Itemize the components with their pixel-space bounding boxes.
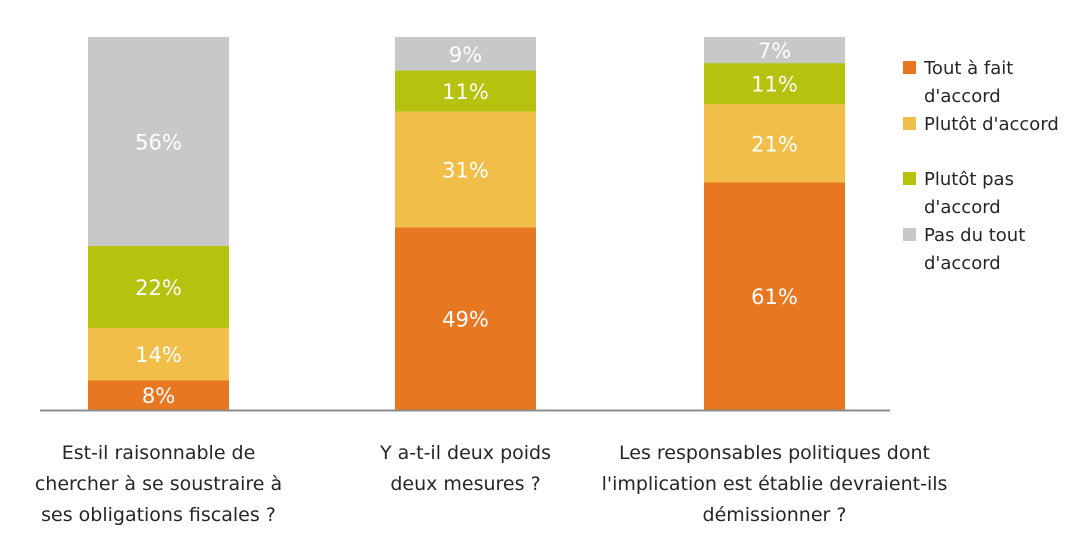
- legend-swatch-1: [903, 61, 916, 74]
- legend-swatch-2: [903, 117, 916, 130]
- legend-label-1: Tout à fait d'accord: [923, 58, 1013, 107]
- data-label-2-1: 49%: [442, 308, 489, 332]
- bar-segment-2-4: [395, 37, 536, 71]
- bar-stack-2: 49% 31% 11% 9%: [395, 37, 536, 410]
- bar-segment-3-3: [704, 63, 845, 105]
- bar-segment-3-2: [704, 104, 845, 183]
- data-label-1-3: 22%: [135, 276, 182, 300]
- legend-label-2: Plutôt d'accord: [924, 114, 1059, 135]
- category-label-1: Est-il raisonnable de chercher à se soust…: [35, 442, 282, 526]
- legend-label-4: Pas du tout d'accord: [924, 225, 1025, 274]
- legend-item-1: Tout à fait d'accord: [903, 58, 1013, 107]
- data-label-3-3: 11%: [751, 73, 798, 97]
- data-label-2-3: 11%: [442, 80, 489, 104]
- bar-segment-1-4: [88, 37, 229, 246]
- bar-segment-3-1: [704, 182, 845, 410]
- data-label-3-4: 7%: [758, 39, 791, 63]
- legend-label-3: Plutôt pas d'accord: [924, 169, 1014, 218]
- bar-segment-2-3: [395, 70, 536, 112]
- data-label-2-4: 9%: [449, 43, 482, 67]
- data-label-1-1: 8%: [142, 384, 175, 408]
- bar-segment-3-4: [704, 37, 845, 64]
- bar-segment-1-3: [88, 245, 229, 328]
- bar-segment-2-2: [395, 111, 536, 228]
- bar-segment-1-1: [88, 380, 229, 410]
- legend-item-3: Plutôt pas d'accord: [903, 169, 1014, 218]
- legend-item-4: Pas du tout d'accord: [903, 225, 1025, 274]
- data-label-3-2: 21%: [751, 132, 798, 156]
- legend-item-2: Plutôt d'accord: [903, 114, 1059, 135]
- category-label-3: Les responsables politiques dont l'implic…: [602, 442, 948, 526]
- bar-stack-3: 61% 21% 11% 7%: [704, 37, 845, 410]
- category-label-2: Y a-t-il deux poids deux mesures ?: [379, 442, 551, 495]
- legend-swatch-3: [903, 172, 916, 185]
- legend-swatch-4: [903, 228, 916, 241]
- bar-segment-1-2: [88, 327, 229, 381]
- bar-stack-1: 8% 14% 22% 56%: [88, 37, 229, 410]
- data-label-2-2: 31%: [442, 158, 489, 182]
- data-label-1-4: 56%: [135, 130, 182, 154]
- data-label-1-2: 14%: [135, 343, 182, 367]
- bar-segment-2-1: [395, 227, 536, 410]
- data-label-3-1: 61%: [751, 285, 798, 309]
